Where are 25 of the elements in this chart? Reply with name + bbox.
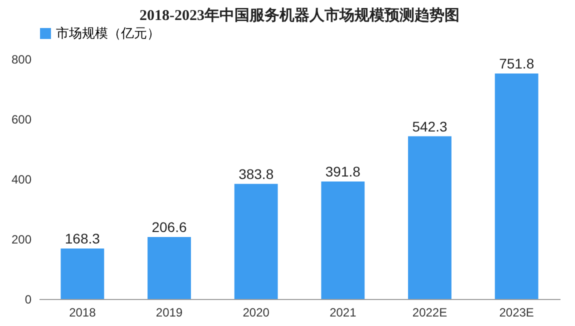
- x-tick-label: 2019: [156, 306, 183, 320]
- data-label: 383.8: [238, 166, 274, 182]
- data-label: 542.3: [412, 118, 448, 134]
- chart-title: 2018-2023年中国服务机器人市场规模预测趋势图: [140, 6, 460, 24]
- x-tick-label: 2022E: [412, 306, 448, 320]
- legend-label: 市场规模（亿元）: [56, 26, 160, 40]
- data-label: 206.6: [152, 219, 187, 236]
- bar: [234, 184, 278, 299]
- y-tick-label: 400: [11, 172, 32, 186]
- y-tick-label: 600: [11, 112, 32, 126]
- data-label: 168.3: [64, 230, 100, 247]
- y-tick-label: 0: [24, 292, 32, 306]
- data-label: 391.8: [325, 163, 361, 180]
- bar: [408, 136, 452, 299]
- bar: [148, 237, 191, 299]
- bar: [60, 248, 104, 299]
- bar: [321, 181, 365, 299]
- y-tick-label: 800: [11, 52, 32, 66]
- data-label: 751.8: [499, 55, 534, 72]
- x-tick-label: 2020: [242, 306, 270, 320]
- x-tick-label: 2021: [330, 306, 357, 320]
- bar: [494, 73, 538, 299]
- x-tick-label: 2018: [69, 306, 96, 320]
- y-tick-label: 200: [11, 232, 32, 246]
- x-tick-label: 2023E: [499, 306, 534, 320]
